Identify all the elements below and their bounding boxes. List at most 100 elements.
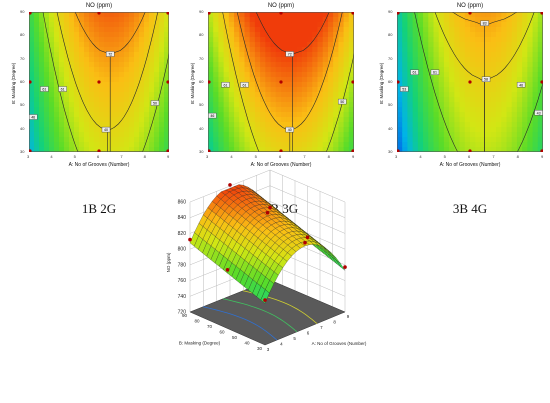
contour-cell — [459, 62, 466, 68]
contour-cell — [239, 52, 246, 58]
contour-cell — [159, 147, 165, 152]
surface-cell — [332, 256, 341, 268]
contour-cell — [124, 12, 130, 18]
contour-cell — [49, 97, 55, 103]
contour-cell — [99, 117, 105, 123]
contour-cell — [348, 117, 354, 123]
contour-cell — [459, 67, 466, 73]
contour-cell — [506, 22, 513, 28]
contour-cell — [516, 132, 523, 138]
contour-cell — [527, 82, 534, 88]
contour-cell — [338, 122, 345, 128]
contour-cell — [506, 62, 513, 68]
contour-cell — [454, 72, 461, 78]
surface-cell — [216, 199, 226, 209]
contour-cell — [208, 107, 214, 113]
contour-cell — [129, 37, 135, 43]
contour-cell — [464, 57, 471, 63]
y-tick-label: 60 — [20, 79, 25, 84]
surface-cell — [300, 237, 311, 242]
contour-cell — [29, 132, 35, 138]
contour-cell — [449, 52, 455, 58]
contour-cell — [94, 77, 100, 83]
y-tick-label: 80 — [388, 32, 393, 38]
contour-cell — [327, 22, 334, 28]
contour-cell — [260, 122, 266, 128]
contour-cell — [234, 32, 240, 38]
contour-cell — [527, 132, 534, 138]
contour-cell — [164, 147, 169, 152]
contour-cell — [64, 107, 70, 113]
contour-cell — [218, 77, 225, 83]
contour-cell — [438, 37, 445, 43]
contour-cell — [475, 97, 482, 103]
contour-cell — [449, 102, 455, 108]
contour-cell — [312, 97, 319, 103]
surface-cell — [260, 289, 270, 304]
contour-cell — [428, 17, 435, 23]
contour-cell — [129, 147, 135, 152]
contour-cell — [490, 112, 497, 118]
contour-cell — [480, 92, 487, 98]
surface-cell — [278, 257, 288, 268]
contour-cell — [74, 132, 80, 138]
contour-cell — [44, 82, 50, 88]
contour-cell — [501, 77, 508, 83]
contour-cell — [532, 82, 539, 88]
design-point — [468, 12, 472, 15]
contour-cell — [506, 102, 513, 108]
contour-cell — [124, 57, 130, 63]
contour-cell — [234, 42, 240, 48]
contour-cell — [154, 57, 160, 63]
contour-cell — [149, 107, 155, 113]
contour-cell — [239, 107, 246, 113]
contour-cell — [54, 67, 60, 73]
contour-cell — [139, 137, 145, 143]
contour-cell — [208, 67, 214, 73]
contour-cell — [29, 147, 35, 152]
surface-cell — [279, 234, 289, 242]
contour-cell — [119, 57, 125, 63]
surface-cell — [319, 243, 328, 252]
contour-cell — [234, 82, 240, 88]
contour-cell — [291, 12, 298, 18]
surface-cell — [290, 221, 299, 231]
contour-cell — [254, 112, 261, 118]
contour-cell — [443, 87, 450, 93]
contour-cell — [333, 77, 339, 83]
contour-cell — [49, 72, 55, 78]
contour-cell — [134, 57, 140, 63]
contour-cell — [301, 127, 308, 133]
surface-cell — [266, 224, 276, 232]
contour-cell — [301, 122, 308, 128]
contour-cell — [532, 147, 539, 152]
surface-cell — [233, 192, 243, 199]
contour-cell — [428, 42, 435, 48]
contour-cell — [407, 97, 414, 103]
contour-cell — [423, 27, 429, 33]
contour-cell — [228, 67, 235, 73]
contour-cell — [213, 127, 220, 133]
contour-cell — [114, 72, 120, 78]
contour-cell — [69, 32, 75, 38]
surface-cell — [215, 239, 225, 253]
contour-cell — [208, 82, 214, 88]
x-tick-label: 3 — [395, 154, 398, 159]
contour-cell — [501, 112, 508, 118]
contour-cell — [464, 32, 471, 38]
surface-cell — [227, 238, 237, 251]
contour-cell — [291, 127, 298, 133]
contour-cell — [417, 102, 424, 108]
contour-cell — [496, 87, 502, 93]
contour-cell — [281, 77, 287, 83]
contour-cell — [423, 77, 429, 83]
contour-cell — [244, 67, 251, 73]
contour-cell — [59, 112, 65, 118]
contour-cell — [144, 37, 150, 43]
contour-cell — [109, 27, 115, 33]
contour-cell — [417, 72, 424, 78]
contour-cell — [281, 97, 287, 103]
contour-cell — [64, 52, 70, 58]
contour-cell — [34, 52, 40, 58]
contour-cell — [119, 67, 125, 73]
